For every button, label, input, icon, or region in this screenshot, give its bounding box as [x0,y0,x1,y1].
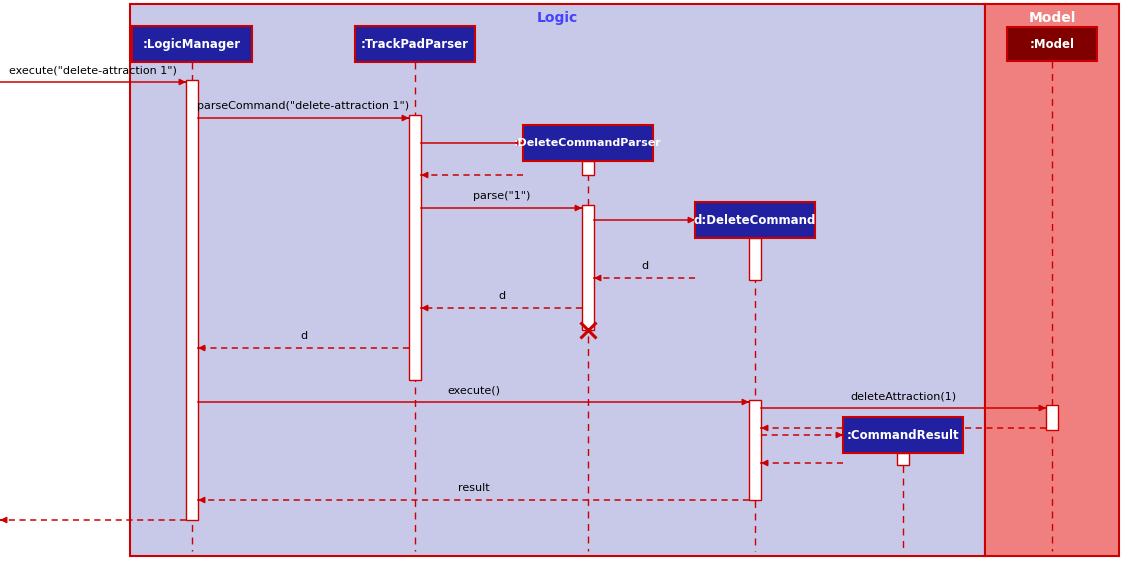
Text: :Model: :Model [1030,38,1075,50]
FancyBboxPatch shape [843,417,964,453]
FancyBboxPatch shape [749,400,761,500]
FancyBboxPatch shape [409,115,421,380]
Text: Logic: Logic [537,11,578,25]
FancyBboxPatch shape [985,4,1119,556]
FancyBboxPatch shape [130,4,985,556]
FancyBboxPatch shape [1007,27,1097,61]
Text: execute("delete-attraction 1"): execute("delete-attraction 1") [9,65,177,75]
FancyBboxPatch shape [582,205,594,330]
FancyBboxPatch shape [186,80,198,520]
Text: result: result [458,483,490,493]
FancyBboxPatch shape [1046,405,1058,430]
Text: :CommandResult: :CommandResult [847,429,959,442]
Text: d: d [300,331,307,341]
FancyBboxPatch shape [695,202,815,238]
Text: deleteAttraction(1): deleteAttraction(1) [850,391,957,401]
Text: parse("1"): parse("1") [473,191,530,201]
FancyBboxPatch shape [355,26,475,62]
Text: parseCommand("delete-attraction 1"): parseCommand("delete-attraction 1") [198,101,410,111]
Text: Model: Model [1029,11,1076,25]
Text: d: d [497,291,505,301]
Text: :TrackPadParser: :TrackPadParser [360,38,469,50]
Text: execute(): execute() [447,385,500,395]
Text: :LogicManager: :LogicManager [143,38,241,50]
FancyBboxPatch shape [897,453,909,465]
FancyBboxPatch shape [749,238,761,280]
FancyBboxPatch shape [582,161,594,175]
FancyBboxPatch shape [133,26,252,62]
Text: d:DeleteCommand: d:DeleteCommand [694,214,816,227]
FancyBboxPatch shape [523,125,652,161]
Text: :DeleteCommandParser: :DeleteCommandParser [514,138,661,148]
Text: d: d [641,261,648,271]
